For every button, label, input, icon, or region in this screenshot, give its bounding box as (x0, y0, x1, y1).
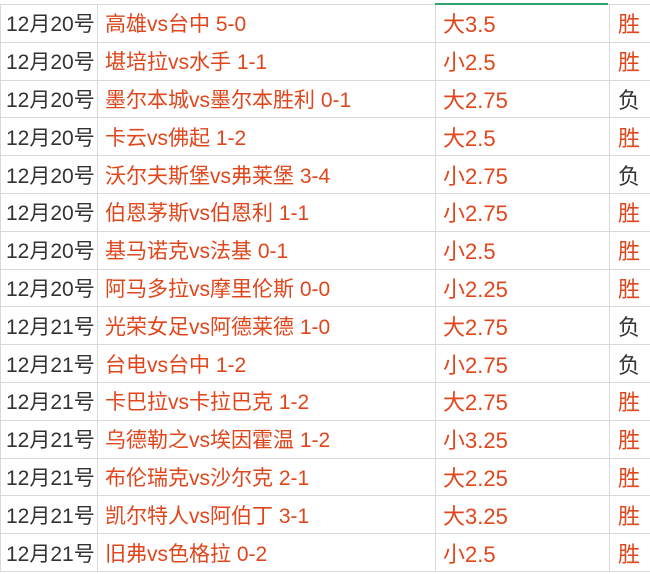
match-cell[interactable]: 墨尔本城vs墨尔本胜利 0-1 (97, 79, 436, 119)
table-row: 12月20号 高雄vs台中 5-0 大3.5 胜 (0, 4, 650, 43)
result-cell[interactable]: 胜 (609, 533, 650, 572)
table-row: 12月21号 旧弗vs色格拉 0-2 小2.5 胜 (0, 533, 650, 572)
date-cell[interactable]: 12月20号 (0, 192, 98, 232)
date-cell[interactable]: 12月20号 (0, 117, 98, 157)
match-cell[interactable]: 基马诺克vs法基 0-1 (97, 230, 436, 270)
table-row: 12月21号 光荣女足vs阿德莱德 1-0 大2.75 负 (0, 306, 650, 346)
result-cell[interactable]: 胜 (609, 41, 650, 81)
date-cell[interactable]: 12月20号 (0, 155, 98, 194)
date-cell[interactable]: 12月21号 (0, 381, 98, 421)
date-cell[interactable]: 12月21号 (0, 495, 98, 535)
result-cell[interactable]: 胜 (609, 230, 650, 270)
result-cell[interactable]: 胜 (609, 268, 650, 308)
result-cell[interactable]: 胜 (609, 419, 650, 459)
date-cell[interactable]: 12月21号 (0, 306, 98, 346)
match-cell[interactable]: 光荣女足vs阿德莱德 1-0 (97, 306, 436, 346)
table-row: 12月20号 堪培拉vs水手 1-1 小2.5 胜 (0, 41, 650, 81)
result-cell[interactable]: 胜 (609, 457, 650, 497)
match-cell[interactable]: 伯恩茅斯vs伯恩利 1-1 (97, 192, 436, 232)
line-cell[interactable]: 大2.75 (435, 79, 610, 119)
line-cell[interactable]: 小3.25 (435, 419, 610, 459)
line-cell[interactable]: 大3.25 (435, 495, 610, 535)
table-row: 12月20号 阿马多拉vs摩里伦斯 0-0 小2.25 胜 (0, 268, 650, 308)
date-cell[interactable]: 12月20号 (0, 41, 98, 81)
table-row: 12月21号 凯尔特人vs阿伯丁 3-1 大3.25 胜 (0, 495, 650, 535)
line-cell[interactable]: 大2.75 (435, 381, 610, 421)
date-cell[interactable]: 12月20号 (0, 230, 98, 270)
table-row: 12月20号 基马诺克vs法基 0-1 小2.5 胜 (0, 230, 650, 270)
table-row: 12月21号 布伦瑞克vs沙尔克 2-1 大2.25 胜 (0, 457, 650, 497)
date-cell[interactable]: 12月21号 (0, 419, 98, 459)
match-cell[interactable]: 旧弗vs色格拉 0-2 (97, 533, 436, 572)
line-cell[interactable]: 小2.5 (435, 41, 610, 81)
results-sheet: 12月20号 高雄vs台中 5-0 大3.5 胜 12月20号 堪培拉vs水手 1-1 小2… (0, 4, 650, 572)
line-cell[interactable]: 小2.75 (435, 344, 610, 383)
result-cell[interactable]: 胜 (609, 495, 650, 535)
match-cell[interactable]: 沃尔夫斯堡vs弗莱堡 3-4 (97, 155, 436, 194)
match-cell[interactable]: 阿马多拉vs摩里伦斯 0-0 (97, 268, 436, 308)
table-row: 12月20号 沃尔夫斯堡vs弗莱堡 3-4 小2.75 负 (0, 155, 650, 194)
match-cell[interactable]: 台电vs台中 1-2 (97, 344, 436, 383)
table-row: 12月20号 伯恩茅斯vs伯恩利 1-1 小2.75 胜 (0, 192, 650, 232)
result-cell[interactable]: 胜 (609, 117, 650, 157)
line-cell[interactable]: 小2.5 (435, 230, 610, 270)
match-cell[interactable]: 乌德勒之vs埃因霍温 1-2 (97, 419, 436, 459)
line-cell[interactable]: 小2.75 (435, 155, 610, 194)
line-cell[interactable]: 大3.5 (435, 4, 610, 43)
date-cell[interactable]: 12月20号 (0, 79, 98, 119)
active-cell-indicator (435, 3, 608, 5)
table-row: 12月20号 卡云vs佛起 1-2 大2.5 胜 (0, 117, 650, 157)
date-cell[interactable]: 12月21号 (0, 344, 98, 383)
line-cell[interactable]: 小2.25 (435, 268, 610, 308)
line-cell[interactable]: 小2.75 (435, 192, 610, 232)
line-cell[interactable]: 大2.25 (435, 457, 610, 497)
result-cell[interactable]: 胜 (609, 192, 650, 232)
date-cell[interactable]: 12月21号 (0, 457, 98, 497)
result-cell[interactable]: 负 (609, 155, 650, 194)
match-cell[interactable]: 卡巴拉vs卡拉巴克 1-2 (97, 381, 436, 421)
result-cell[interactable]: 负 (609, 79, 650, 119)
table-row: 12月20号 墨尔本城vs墨尔本胜利 0-1 大2.75 负 (0, 79, 650, 119)
result-cell[interactable]: 胜 (609, 4, 650, 43)
match-cell[interactable]: 布伦瑞克vs沙尔克 2-1 (97, 457, 436, 497)
line-cell[interactable]: 大2.75 (435, 306, 610, 346)
line-cell[interactable]: 小2.5 (435, 533, 610, 572)
table-row: 12月21号 台电vs台中 1-2 小2.75 负 (0, 344, 650, 383)
date-cell[interactable]: 12月21号 (0, 533, 98, 572)
table-row: 12月21号 卡巴拉vs卡拉巴克 1-2 大2.75 胜 (0, 381, 650, 421)
match-cell[interactable]: 高雄vs台中 5-0 (97, 4, 436, 43)
line-cell[interactable]: 大2.5 (435, 117, 610, 157)
match-cell[interactable]: 堪培拉vs水手 1-1 (97, 41, 436, 81)
match-cell[interactable]: 凯尔特人vs阿伯丁 3-1 (97, 495, 436, 535)
result-cell[interactable]: 胜 (609, 381, 650, 421)
date-cell[interactable]: 12月20号 (0, 4, 98, 43)
result-cell[interactable]: 负 (609, 344, 650, 383)
result-cell[interactable]: 负 (609, 306, 650, 346)
match-cell[interactable]: 卡云vs佛起 1-2 (97, 117, 436, 157)
date-cell[interactable]: 12月20号 (0, 268, 98, 308)
table-row: 12月21号 乌德勒之vs埃因霍温 1-2 小3.25 胜 (0, 419, 650, 459)
